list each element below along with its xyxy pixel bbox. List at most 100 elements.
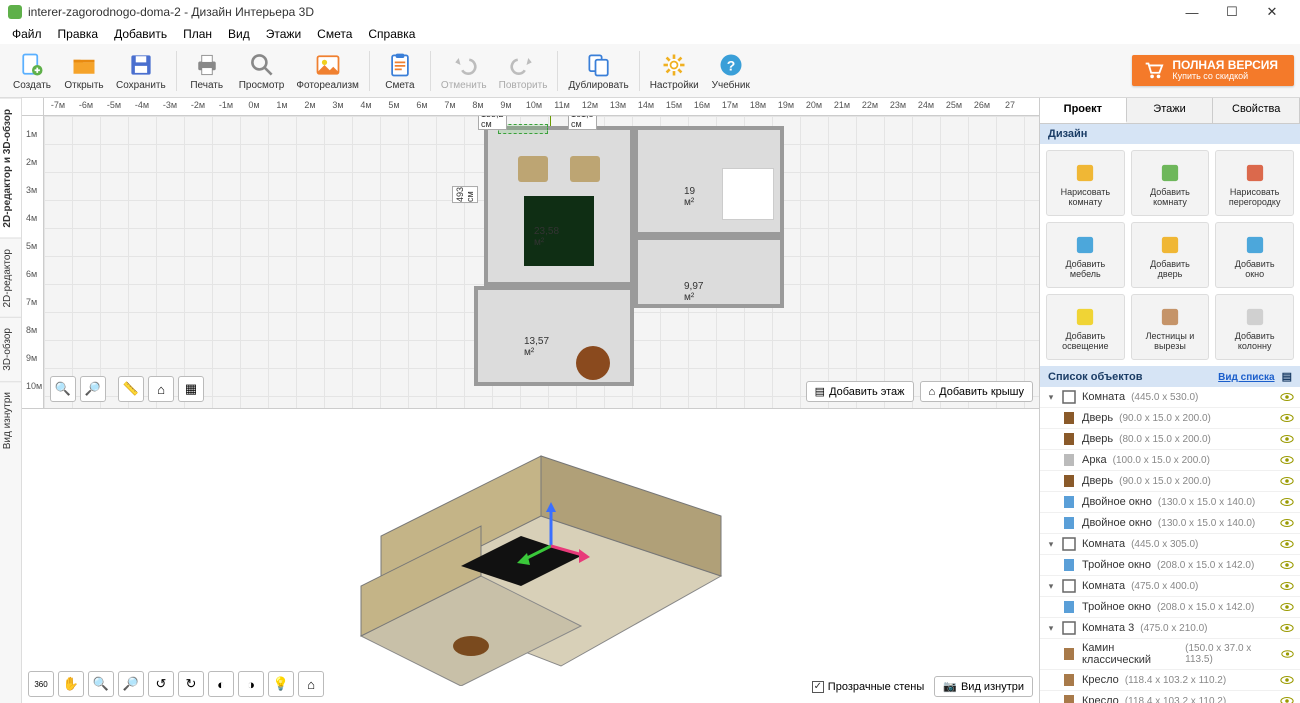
menu-Смета[interactable]: Смета — [309, 25, 360, 43]
object-row[interactable]: Дверь (90.0 x 15.0 x 200.0) — [1040, 408, 1300, 429]
visibility-icon[interactable] — [1280, 581, 1294, 591]
rotate-ccw-button[interactable]: ↺ — [148, 671, 174, 697]
home-button[interactable]: ⌂ — [148, 376, 174, 402]
vtab-1[interactable]: 2D-редактор — [0, 238, 21, 318]
add-roof-button[interactable]: ⌂ Добавить крышу — [920, 381, 1034, 402]
object-row[interactable]: Кресло (118.4 x 103.2 x 110.2) — [1040, 691, 1300, 703]
grid-button[interactable]: ▦ — [178, 376, 204, 402]
bed-icon — [722, 168, 774, 220]
list-view-link[interactable]: Вид списка — [1218, 372, 1274, 383]
design-Нарисовать-комнату[interactable]: Нарисоватькомнату — [1046, 150, 1125, 216]
design-Добавить-колонну[interactable]: Добавитьколонну — [1215, 294, 1294, 360]
object-row[interactable]: Двойное окно (130.0 x 15.0 x 140.0) — [1040, 513, 1300, 534]
design-Добавить-окно[interactable]: Добавитьокно — [1215, 222, 1294, 288]
room-4[interactable] — [474, 286, 634, 386]
object-row[interactable]: Дверь (90.0 x 15.0 x 200.0) — [1040, 471, 1300, 492]
visibility-icon[interactable] — [1280, 602, 1294, 612]
visibility-icon[interactable] — [1281, 649, 1294, 659]
visibility-icon[interactable] — [1280, 434, 1294, 444]
menu-Правка[interactable]: Правка — [50, 25, 107, 43]
visibility-icon[interactable] — [1280, 696, 1294, 703]
zoom-in-3d-button[interactable]: 🔎 — [118, 671, 144, 697]
object-row[interactable]: Арка (100.0 x 15.0 x 200.0) — [1040, 450, 1300, 471]
expand-icon[interactable]: ▾ — [1046, 581, 1056, 592]
toolbar-Создать[interactable]: Создать — [6, 49, 58, 93]
expand-icon[interactable]: ▾ — [1046, 392, 1056, 403]
measure-button[interactable]: 📏 — [118, 376, 144, 402]
design-Добавить-освещение[interactable]: Добавитьосвещение — [1046, 294, 1125, 360]
object-row[interactable]: ▾Комната 3 (475.0 x 210.0) — [1040, 618, 1300, 639]
visibility-icon[interactable] — [1280, 392, 1294, 402]
rtab-Проект[interactable]: Проект — [1040, 98, 1127, 123]
visibility-icon[interactable] — [1280, 518, 1294, 528]
menu-Справка[interactable]: Справка — [360, 25, 423, 43]
menu-Вид[interactable]: Вид — [220, 25, 258, 43]
full-version-button[interactable]: ПОЛНАЯ ВЕРСИЯКупить со скидкой — [1132, 55, 1294, 86]
pano-button[interactable]: 360 — [28, 671, 54, 697]
visibility-icon[interactable] — [1280, 476, 1294, 486]
object-row[interactable]: ▾Комната (475.0 x 400.0) — [1040, 576, 1300, 597]
view-inside-button[interactable]: 📷 Вид изнутри — [934, 676, 1033, 697]
room-area-label: 19 м² — [684, 186, 695, 208]
toolbar-Смета[interactable]: Смета — [374, 49, 426, 93]
design-Лестницы и-вырезы[interactable]: Лестницы ивырезы — [1131, 294, 1210, 360]
menu-Этажи[interactable]: Этажи — [258, 25, 309, 43]
toolbar-Настройки[interactable]: Настройки — [644, 49, 705, 93]
object-row[interactable]: Дверь (80.0 x 15.0 x 200.0) — [1040, 429, 1300, 450]
object-row[interactable]: Кресло (118.4 x 103.2 x 110.2) — [1040, 670, 1300, 691]
rtab-Свойства[interactable]: Свойства — [1213, 98, 1300, 123]
toolbar-Открыть[interactable]: Открыть — [58, 49, 110, 93]
close-button[interactable]: ✕ — [1252, 4, 1292, 20]
rotate-cw-button[interactable]: ↻ — [178, 671, 204, 697]
vtab-3[interactable]: Вид изнутри — [0, 381, 21, 459]
visibility-icon[interactable] — [1280, 455, 1294, 465]
object-row[interactable]: ▾Комната (445.0 x 530.0) — [1040, 387, 1300, 408]
object-row[interactable]: Тройное окно (208.0 x 15.0 x 142.0) — [1040, 597, 1300, 618]
home-3d-button[interactable]: ⌂ — [298, 671, 324, 697]
toolbar-Фотореализм[interactable]: Фотореализм — [290, 49, 365, 93]
maximize-button[interactable]: ☐ — [1212, 4, 1252, 20]
orbit-right-button[interactable]: ◑ — [238, 671, 264, 697]
list-icon[interactable]: ▤ — [1282, 371, 1292, 383]
room-3[interactable] — [634, 236, 784, 308]
rtab-Этажи[interactable]: Этажи — [1127, 98, 1214, 123]
object-row[interactable]: Двойное окно (130.0 x 15.0 x 140.0) — [1040, 492, 1300, 513]
add-floor-button[interactable]: ▤ Добавить этаж — [806, 381, 914, 402]
object-row[interactable]: Камин классический (150.0 x 37.0 x 113.5… — [1040, 639, 1300, 670]
expand-icon[interactable]: ▾ — [1046, 623, 1056, 634]
object-list[interactable]: ▾Комната (445.0 x 530.0)Дверь (90.0 x 15… — [1040, 387, 1300, 703]
toolbar-Дублировать[interactable]: Дублировать — [562, 49, 634, 93]
transparent-walls-checkbox[interactable]: ✓ Прозрачные стены — [812, 681, 924, 693]
object-row[interactable]: Тройное окно (208.0 x 15.0 x 142.0) — [1040, 555, 1300, 576]
minimize-button[interactable]: — — [1172, 5, 1212, 20]
light-button[interactable]: 💡 — [268, 671, 294, 697]
vtab-0[interactable]: 2D-редактор и 3D-обзор — [0, 98, 21, 238]
view-3d[interactable]: 360 ✋ 🔍 🔎 ↺ ↻ ◐ ◑ 💡 ⌂ ✓ Прозрачные стены… — [22, 408, 1039, 703]
design-Добавить-дверь[interactable]: Добавитьдверь — [1131, 222, 1210, 288]
toolbar-Печать[interactable]: Печать — [181, 49, 233, 93]
zoom-in-button[interactable]: 🔎 — [80, 376, 106, 402]
visibility-icon[interactable] — [1280, 539, 1294, 549]
visibility-icon[interactable] — [1280, 560, 1294, 570]
menu-Добавить[interactable]: Добавить — [106, 25, 175, 43]
pan-button[interactable]: ✋ — [58, 671, 84, 697]
vtab-2[interactable]: 3D-обзор — [0, 317, 21, 381]
orbit-left-button[interactable]: ◐ — [208, 671, 234, 697]
design-Добавить-мебель[interactable]: Добавитьмебель — [1046, 222, 1125, 288]
object-row[interactable]: ▾Комната (445.0 x 305.0) — [1040, 534, 1300, 555]
design-Нарисовать-перегородку[interactable]: Нарисоватьперегородку — [1215, 150, 1294, 216]
visibility-icon[interactable] — [1280, 623, 1294, 633]
menu-План[interactable]: План — [175, 25, 220, 43]
visibility-icon[interactable] — [1280, 675, 1294, 685]
toolbar-Сохранить[interactable]: Сохранить — [110, 49, 172, 93]
toolbar-Просмотр[interactable]: Просмотр — [233, 49, 291, 93]
expand-icon[interactable]: ▾ — [1046, 539, 1056, 550]
zoom-out-3d-button[interactable]: 🔍 — [88, 671, 114, 697]
view-2d[interactable]: 23,58 м² 19 м² 9,97 м² 13,57 м² — [44, 116, 1039, 408]
zoom-out-button[interactable]: 🔍 — [50, 376, 76, 402]
toolbar-Учебник[interactable]: ?Учебник — [705, 49, 757, 93]
design-Добавить-комнату[interactable]: Добавитькомнату — [1131, 150, 1210, 216]
visibility-icon[interactable] — [1280, 413, 1294, 423]
menu-Файл[interactable]: Файл — [4, 25, 50, 43]
visibility-icon[interactable] — [1280, 497, 1294, 507]
